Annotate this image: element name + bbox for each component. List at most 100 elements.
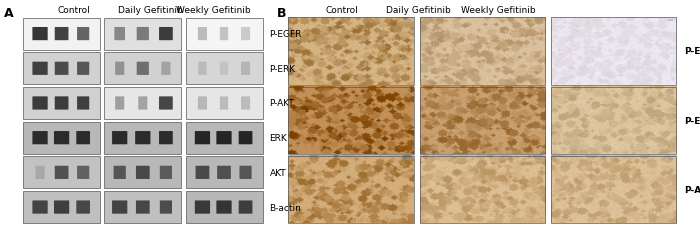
FancyBboxPatch shape	[195, 131, 210, 145]
FancyBboxPatch shape	[32, 28, 48, 41]
FancyBboxPatch shape	[159, 97, 173, 110]
FancyBboxPatch shape	[136, 28, 149, 41]
FancyBboxPatch shape	[136, 201, 150, 214]
FancyBboxPatch shape	[77, 166, 90, 179]
FancyBboxPatch shape	[220, 62, 228, 76]
FancyBboxPatch shape	[135, 131, 150, 145]
Text: B-actin: B-actin	[270, 203, 302, 212]
Text: Weekly Gefitinib: Weekly Gefitinib	[176, 6, 251, 15]
Text: P-AKT: P-AKT	[270, 99, 294, 108]
FancyBboxPatch shape	[55, 97, 69, 110]
Bar	[104, 88, 181, 119]
Bar	[186, 88, 262, 119]
Text: Daily Gefitinib: Daily Gefitinib	[118, 6, 183, 15]
Bar	[405, 20, 411, 22]
FancyBboxPatch shape	[55, 62, 69, 76]
Bar	[186, 157, 262, 188]
Text: Control: Control	[326, 6, 358, 15]
FancyBboxPatch shape	[112, 201, 127, 214]
FancyBboxPatch shape	[198, 62, 206, 76]
FancyBboxPatch shape	[77, 97, 90, 110]
Bar	[537, 90, 542, 91]
Bar	[419, 87, 545, 154]
FancyBboxPatch shape	[160, 201, 172, 214]
Bar	[405, 90, 411, 91]
Bar	[551, 156, 676, 224]
FancyBboxPatch shape	[32, 97, 48, 110]
FancyBboxPatch shape	[239, 166, 252, 179]
Bar	[537, 20, 542, 22]
FancyBboxPatch shape	[32, 131, 48, 145]
Text: ERK: ERK	[270, 134, 287, 142]
FancyBboxPatch shape	[54, 131, 69, 145]
Text: Control: Control	[57, 6, 90, 15]
Text: P-EGFR: P-EGFR	[685, 47, 700, 56]
FancyBboxPatch shape	[139, 97, 147, 110]
FancyBboxPatch shape	[198, 97, 207, 110]
FancyBboxPatch shape	[239, 131, 253, 145]
Bar	[104, 122, 181, 154]
Bar	[23, 19, 100, 50]
FancyBboxPatch shape	[32, 62, 48, 76]
FancyBboxPatch shape	[36, 166, 45, 179]
Bar	[23, 122, 100, 154]
FancyBboxPatch shape	[216, 131, 232, 145]
Bar	[668, 158, 673, 160]
FancyBboxPatch shape	[114, 28, 125, 41]
FancyBboxPatch shape	[195, 201, 210, 214]
FancyBboxPatch shape	[241, 62, 250, 76]
Bar	[405, 158, 411, 160]
Bar	[288, 87, 414, 154]
FancyBboxPatch shape	[113, 166, 126, 179]
FancyBboxPatch shape	[76, 131, 90, 145]
FancyBboxPatch shape	[220, 97, 228, 110]
FancyBboxPatch shape	[76, 201, 90, 214]
Bar	[551, 18, 676, 85]
Text: P-AKT: P-AKT	[685, 185, 700, 194]
FancyBboxPatch shape	[55, 28, 69, 41]
FancyBboxPatch shape	[216, 201, 232, 214]
Text: P-EGFR: P-EGFR	[270, 30, 302, 39]
FancyBboxPatch shape	[136, 62, 149, 76]
Bar	[186, 191, 262, 223]
FancyBboxPatch shape	[54, 201, 69, 214]
FancyBboxPatch shape	[241, 97, 250, 110]
FancyBboxPatch shape	[160, 166, 172, 179]
Bar	[104, 157, 181, 188]
FancyBboxPatch shape	[115, 62, 125, 76]
Text: AKT: AKT	[270, 168, 286, 177]
FancyBboxPatch shape	[55, 166, 69, 179]
FancyBboxPatch shape	[136, 166, 150, 179]
FancyBboxPatch shape	[77, 28, 90, 41]
FancyBboxPatch shape	[32, 201, 48, 214]
Bar	[104, 19, 181, 50]
FancyBboxPatch shape	[161, 62, 171, 76]
Bar	[668, 90, 673, 91]
FancyBboxPatch shape	[198, 28, 207, 41]
Bar	[288, 156, 414, 224]
FancyBboxPatch shape	[159, 28, 173, 41]
Bar	[288, 18, 414, 85]
Text: Weekly Gefitinib: Weekly Gefitinib	[461, 6, 536, 15]
Bar	[23, 88, 100, 119]
Bar	[104, 53, 181, 85]
Bar	[551, 87, 676, 154]
Bar	[186, 122, 262, 154]
FancyBboxPatch shape	[220, 28, 228, 41]
Bar	[537, 158, 542, 160]
Bar	[23, 53, 100, 85]
Text: P-ERK: P-ERK	[685, 116, 700, 125]
Bar	[23, 191, 100, 223]
Bar	[104, 191, 181, 223]
FancyBboxPatch shape	[195, 166, 209, 179]
FancyBboxPatch shape	[241, 28, 250, 41]
FancyBboxPatch shape	[115, 97, 125, 110]
FancyBboxPatch shape	[77, 62, 90, 76]
Bar	[668, 20, 673, 22]
Bar	[419, 156, 545, 224]
FancyBboxPatch shape	[217, 166, 231, 179]
Text: B: B	[276, 7, 286, 20]
Text: A: A	[4, 7, 13, 20]
Bar	[23, 157, 100, 188]
Bar	[186, 19, 262, 50]
